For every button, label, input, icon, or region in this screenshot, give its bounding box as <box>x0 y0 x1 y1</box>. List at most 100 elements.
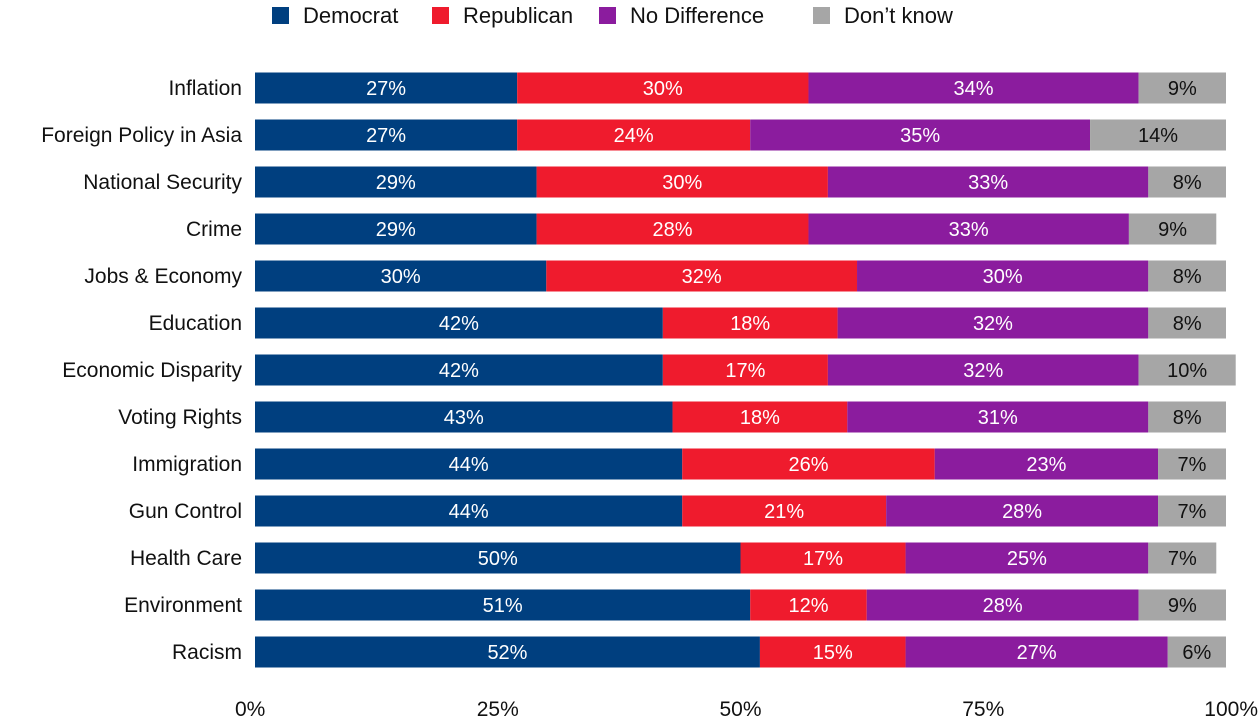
bar-segment-no-difference <box>857 260 1149 292</box>
category-label: Jobs & Economy <box>84 265 242 288</box>
data-label-don-t-know: 9% <box>1158 219 1187 241</box>
data-label-democrat: 43% <box>444 407 484 429</box>
bar-segment-don-t-know <box>1138 589 1226 621</box>
data-label-democrat: 30% <box>381 266 421 288</box>
data-label-no-difference: 32% <box>973 313 1013 335</box>
data-label-no-difference: 32% <box>963 360 1003 382</box>
bar-segment-don-t-know <box>1158 448 1226 480</box>
data-label-don-t-know: 14% <box>1138 125 1178 147</box>
bar-segment-don-t-know <box>1090 119 1226 151</box>
x-tick-label: 75% <box>962 698 1004 721</box>
category-label: Voting Rights <box>118 406 242 429</box>
bar-segment-don-t-know <box>1158 495 1226 527</box>
data-label-don-t-know: 8% <box>1173 407 1202 429</box>
data-label-democrat: 29% <box>376 219 416 241</box>
data-label-republican: 21% <box>764 501 804 523</box>
category-label: Inflation <box>168 77 242 100</box>
bar-segment-republican <box>536 166 828 198</box>
data-label-no-difference: 35% <box>900 125 940 147</box>
bar-segment-don-t-know <box>1138 72 1226 104</box>
bar-segment-don-t-know <box>1167 636 1226 668</box>
bar-segment-no-difference <box>750 119 1091 151</box>
bar-segment-democrat <box>255 401 673 433</box>
bar-segment-republican <box>517 72 809 104</box>
legend-swatch-republican <box>432 7 449 24</box>
bar-segment-democrat <box>255 72 518 104</box>
bar-segment-democrat <box>255 354 663 386</box>
data-label-no-difference: 28% <box>983 595 1023 617</box>
bar-segment-republican <box>759 636 906 668</box>
legend-label-don-t-know: Don’t know <box>844 3 953 28</box>
bar-segment-democrat <box>255 636 760 668</box>
data-label-democrat: 27% <box>366 78 406 100</box>
legend-swatch-don-t-know <box>813 7 830 24</box>
data-label-no-difference: 34% <box>954 78 994 100</box>
legend: Democrat Republican No Difference Don’t kno… <box>272 3 953 28</box>
bars: 27% 30% 34% 9% 27% 24% 35% 14% 29% 30% 33% 8% 29% 28%… <box>255 72 1236 668</box>
bar-segment-democrat <box>255 260 547 292</box>
legend-swatch-no-difference <box>599 7 616 24</box>
bar-segment-no-difference <box>827 166 1149 198</box>
bar-row-environment: 51% 12% 28% 9% <box>255 589 1226 621</box>
data-label-don-t-know: 6% <box>1182 642 1211 664</box>
bar-row-gun-control: 44% 21% 28% 7% <box>255 495 1226 527</box>
bar-segment-republican <box>740 542 906 574</box>
bar-segment-don-t-know <box>1148 260 1226 292</box>
data-label-no-difference: 25% <box>1007 548 1047 570</box>
data-label-republican: 17% <box>725 360 765 382</box>
category-label: Gun Control <box>129 500 242 523</box>
legend-item-republican: Republican <box>432 3 573 28</box>
data-label-democrat: 51% <box>483 595 523 617</box>
bar-segment-don-t-know <box>1128 213 1217 245</box>
data-label-republican: 30% <box>662 172 702 194</box>
bar-row-health-care: 50% 17% 25% 7% <box>255 542 1217 574</box>
bar-segment-no-difference <box>934 448 1159 480</box>
bar-row-jobs-economy: 30% 32% 30% 8% <box>255 260 1226 292</box>
data-label-democrat: 27% <box>366 125 406 147</box>
data-label-don-t-know: 7% <box>1178 454 1207 476</box>
data-label-no-difference: 28% <box>1002 501 1042 523</box>
category-label: Health Care <box>130 547 242 570</box>
data-label-don-t-know: 7% <box>1178 501 1207 523</box>
category-label: Economic Disparity <box>62 359 242 382</box>
category-label: Crime <box>186 218 242 241</box>
legend-item-no-difference: No Difference <box>599 3 764 28</box>
legend-swatch-democrat <box>272 7 289 24</box>
legend-label-no-difference: No Difference <box>630 3 764 28</box>
data-label-democrat: 42% <box>439 313 479 335</box>
bar-segment-democrat <box>255 495 683 527</box>
bar-row-racism: 52% 15% 27% 6% <box>255 636 1226 668</box>
x-axis-ticks: 0% 25% 50% 75% 100% <box>235 698 1258 721</box>
legend-item-don-t-know: Don’t know <box>813 3 953 28</box>
category-label: National Security <box>83 171 242 194</box>
bar-segment-democrat <box>255 307 663 339</box>
bar-segment-republican <box>682 495 887 527</box>
bar-segment-no-difference <box>808 72 1139 104</box>
bar-row-foreign-policy-in-asia: 27% 24% 35% 14% <box>255 119 1226 151</box>
bar-row-voting-rights: 43% 18% 31% 8% <box>255 401 1226 433</box>
bar-row-inflation: 27% 30% 34% 9% <box>255 72 1226 104</box>
bar-segment-don-t-know <box>1138 354 1236 386</box>
bar-segment-republican <box>750 589 867 621</box>
bar-segment-republican <box>546 260 858 292</box>
category-label: Racism <box>172 641 242 664</box>
data-label-republican: 12% <box>788 595 828 617</box>
legend-item-democrat: Democrat <box>272 3 398 28</box>
bar-segment-democrat <box>255 119 518 151</box>
data-label-democrat: 44% <box>449 454 489 476</box>
bar-segment-don-t-know <box>1148 307 1226 339</box>
data-label-democrat: 44% <box>449 501 489 523</box>
bar-row-crime: 29% 28% 33% 9% <box>255 213 1217 245</box>
data-label-don-t-know: 8% <box>1173 266 1202 288</box>
bar-segment-democrat <box>255 213 537 245</box>
bar-segment-republican <box>662 307 838 339</box>
bar-segment-don-t-know <box>1148 166 1226 198</box>
bar-segment-no-difference <box>827 354 1139 386</box>
bar-segment-republican <box>662 354 828 386</box>
data-label-republican: 30% <box>643 78 683 100</box>
legend-label-republican: Republican <box>463 3 573 28</box>
data-label-don-t-know: 8% <box>1173 313 1202 335</box>
bar-segment-no-difference <box>866 589 1139 621</box>
data-label-no-difference: 33% <box>949 219 989 241</box>
bar-row-immigration: 44% 26% 23% 7% <box>255 448 1226 480</box>
